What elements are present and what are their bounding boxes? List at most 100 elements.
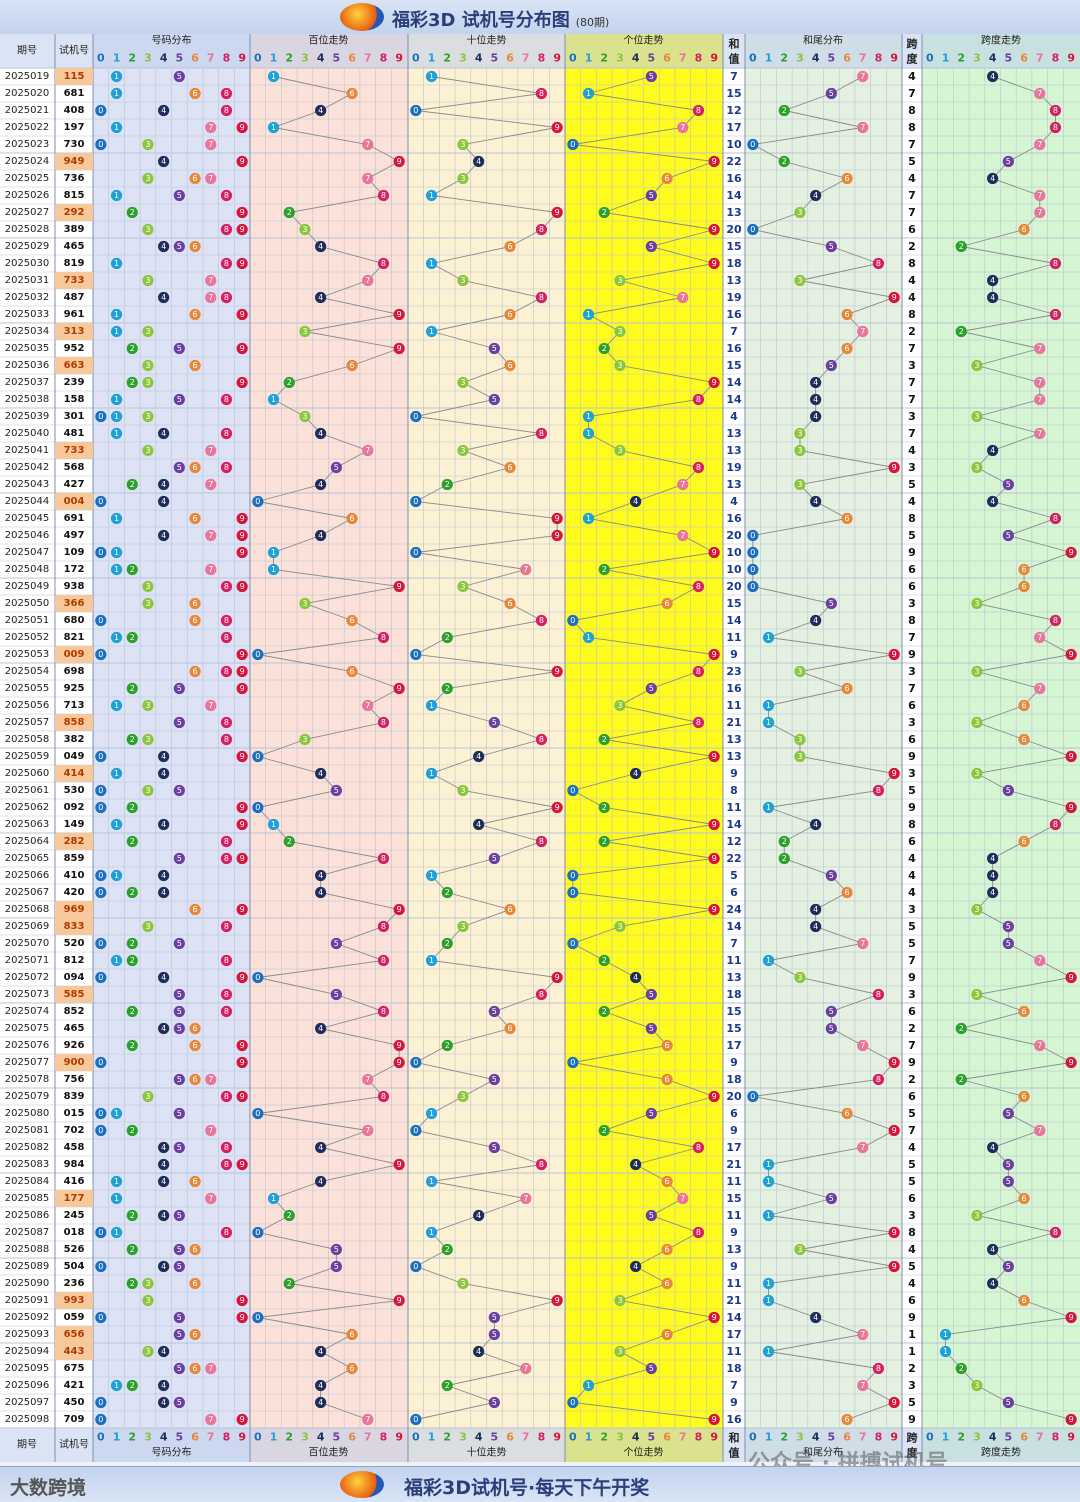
sum-value: 13 — [726, 427, 741, 440]
test-number: 756 — [64, 1074, 85, 1085]
ten-trend-ball-label: 2 — [445, 633, 450, 642]
distribution-ball-label: 9 — [240, 225, 245, 234]
distribution-ball — [220, 954, 233, 967]
tail-trend-ball — [794, 1243, 806, 1256]
distribution-ball — [236, 580, 248, 593]
span-trend-ball-label: 7 — [1037, 140, 1042, 149]
ten-trend-ball — [488, 852, 500, 865]
tail-trend-ball-label: 7 — [860, 1330, 865, 1339]
issue-number: 2025077 — [5, 1057, 50, 1068]
uni-trend-ball — [614, 920, 626, 933]
distribution-ball — [173, 937, 185, 950]
distribution-ball — [220, 1141, 233, 1154]
uni-trend-ball-label: 2 — [602, 1126, 607, 1135]
distribution-ball — [126, 1243, 138, 1256]
span-trend-ball — [987, 869, 999, 882]
repeat-highlight — [55, 204, 93, 221]
distribution-ball — [189, 512, 201, 525]
distribution-ball-label: 6 — [193, 1279, 198, 1288]
test-number: 852 — [64, 1006, 85, 1017]
distribution-ball-label: 4 — [161, 1177, 166, 1186]
span-trend-ball-label: 6 — [1022, 837, 1027, 846]
digit-header: 0 — [569, 52, 577, 65]
ten-trend-ball-label: 0 — [413, 1058, 418, 1067]
tail-trend-ball-label: 5 — [829, 1194, 834, 1203]
ten-trend-ball-label: 2 — [445, 684, 450, 693]
ten-trend-ball-label: 8 — [539, 735, 544, 744]
ten-trend-ball — [457, 274, 469, 287]
distribution-ball-label: 3 — [145, 1279, 150, 1288]
distribution-ball-label: 8 — [224, 837, 229, 846]
span-value: 3 — [908, 767, 916, 780]
uni-trend-ball — [661, 1175, 673, 1188]
ten-trend-ball — [425, 189, 438, 202]
uni-trend-ball-label: 7 — [680, 480, 685, 489]
hun-trend-ball-label: 1 — [271, 565, 276, 574]
sum-value: 7 — [730, 70, 738, 83]
span-value: 3 — [908, 716, 916, 729]
issue-number: 2025024 — [5, 156, 50, 167]
distribution-ball — [220, 189, 233, 202]
ten-trend-ball — [441, 682, 453, 695]
hun-trend-ball — [299, 733, 311, 746]
ten-trend-ball-label: 0 — [413, 1126, 418, 1135]
distribution-ball — [220, 631, 233, 644]
section-header: 个位走势 — [624, 1446, 664, 1459]
issue-number: 2025070 — [5, 938, 50, 949]
ten-trend-ball — [535, 427, 548, 440]
span-trend-ball-label: 9 — [1069, 752, 1074, 761]
distribution-ball-label: 3 — [145, 1347, 150, 1356]
span-trend-ball — [1018, 835, 1030, 848]
digit-header: 6 — [506, 52, 514, 65]
span-trend-ball — [955, 1022, 967, 1035]
digit-header: 9 — [710, 1431, 718, 1444]
ten-trend-ball — [425, 257, 438, 270]
distribution-ball — [110, 818, 123, 831]
test-number: 585 — [64, 989, 85, 1000]
issue-number: 2025051 — [5, 615, 50, 626]
sum-value: 12 — [726, 835, 741, 848]
issue-number: 2025071 — [5, 955, 50, 966]
distribution-ball — [95, 869, 107, 882]
test-number: 245 — [64, 1210, 85, 1221]
distribution-ball — [126, 1039, 138, 1052]
uni-trend-ball — [645, 1107, 657, 1120]
sum-value: 18 — [726, 988, 741, 1001]
sum-tail-header: 和尾分布 — [803, 1447, 843, 1459]
distribution-ball-label: 9 — [240, 684, 245, 693]
hun-trend-ball — [267, 121, 280, 134]
tail-trend-ball-label: 9 — [892, 650, 897, 659]
digit-header: 8 — [875, 1431, 883, 1444]
uni-trend-ball-label: 9 — [712, 548, 717, 557]
tail-trend-ball-label: 0 — [750, 531, 755, 540]
hun-trend-ball-label: 9 — [397, 1041, 402, 1050]
distribution-ball — [205, 1413, 217, 1426]
distribution-ball — [236, 223, 248, 236]
span-trend-ball-label: 5 — [1006, 939, 1011, 948]
distribution-ball-label: 4 — [161, 1347, 166, 1356]
hun-trend-ball — [315, 240, 327, 253]
test-number: 408 — [64, 105, 85, 116]
uni-trend-ball — [598, 563, 610, 576]
tail-trend-ball — [762, 954, 775, 967]
sum-value: 18 — [726, 257, 741, 270]
distribution-ball — [173, 1022, 185, 1035]
digit-header: 4 — [475, 1431, 483, 1444]
distribution-ball — [189, 1175, 201, 1188]
uni-trend-ball — [708, 257, 720, 270]
distribution-ball — [220, 988, 233, 1001]
hun-trend-ball — [252, 495, 264, 508]
issue-number: 2025045 — [5, 513, 50, 524]
span-trend-ball-label: 4 — [990, 72, 995, 81]
span-trend-ball — [971, 597, 983, 610]
test-number: 158 — [64, 394, 85, 405]
sum-value: 18 — [726, 1362, 741, 1375]
tail-trend-ball — [762, 699, 775, 712]
distribution-ball-label: 2 — [130, 1211, 135, 1220]
uni-trend-ball-label: 8 — [696, 395, 701, 404]
distribution-ball-label: 8 — [224, 667, 229, 676]
issue-number: 2025079 — [5, 1091, 50, 1102]
digit-header: 8 — [1052, 52, 1060, 65]
digit-header: 7 — [1036, 52, 1044, 65]
span-value: 3 — [908, 988, 916, 1001]
